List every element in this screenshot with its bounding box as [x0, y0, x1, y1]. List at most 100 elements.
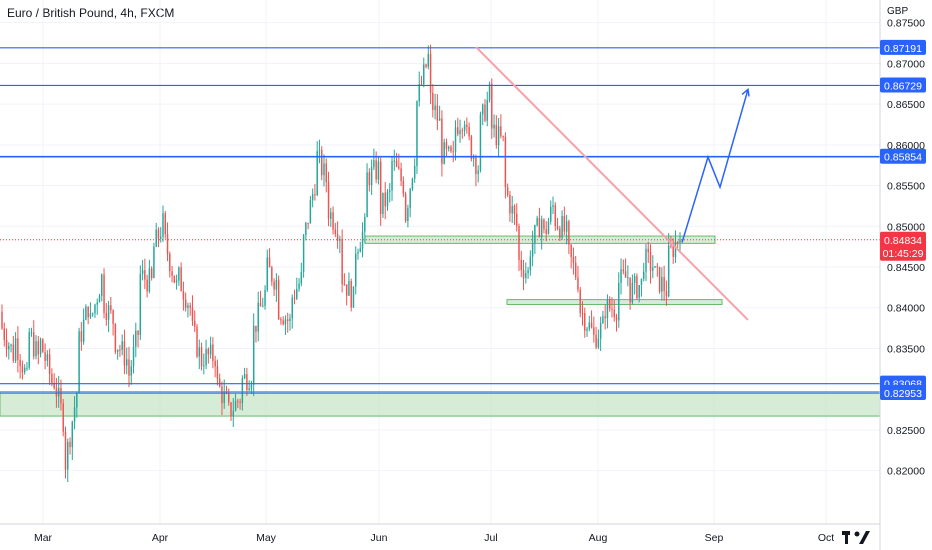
candle-body [652, 267, 654, 271]
candle-body [85, 306, 87, 320]
candle-body [300, 271, 303, 284]
level-price-tag-bg [880, 39, 926, 55]
candle-body [599, 323, 602, 339]
candle-body [341, 238, 343, 285]
candle-body [277, 280, 280, 319]
candle-body [112, 310, 114, 325]
level-price-tag-label: 0.86729 [884, 80, 922, 92]
candle-body [545, 229, 547, 235]
level-price-tag[interactable]: 0.87191 [880, 39, 926, 55]
candle-body [23, 367, 26, 373]
candle-body [423, 64, 425, 84]
candle-body [466, 124, 468, 127]
candle-body [139, 273, 142, 335]
candle-body [348, 280, 350, 296]
candle-body [411, 178, 414, 190]
candle-body [590, 322, 593, 328]
candle-body [228, 393, 230, 403]
level-price-tag[interactable]: 0.85854 [880, 148, 926, 164]
level-price-tag[interactable]: 0.86729 [880, 77, 926, 93]
candle-body [82, 319, 85, 342]
price-axis-tick-label: 0.87000 [887, 58, 925, 70]
candle-body [391, 161, 393, 191]
candle-body [241, 378, 244, 403]
price-axis-tick-label: 0.84000 [887, 303, 925, 315]
candle-body [395, 160, 398, 167]
candle-body [350, 280, 352, 308]
candle-body [259, 302, 262, 307]
candle-body [3, 328, 6, 340]
candle-body [28, 332, 30, 368]
candle-body [330, 212, 332, 219]
candle-body [638, 285, 640, 298]
candle-body [493, 124, 495, 129]
candle-body [316, 151, 318, 196]
candle-body [579, 289, 581, 313]
candle-body [243, 374, 246, 379]
candle-body [386, 191, 389, 207]
candle-body [633, 276, 636, 283]
level-price-tag[interactable]: 0.82953 [880, 385, 926, 401]
candle-body [565, 221, 568, 232]
candle-body [636, 276, 638, 298]
candle-body [432, 92, 434, 110]
candle-body [289, 318, 291, 322]
candle-body [184, 299, 187, 308]
candle-body [642, 271, 645, 279]
candle-body [327, 182, 330, 219]
candle-body [443, 142, 445, 164]
candle-body [631, 282, 634, 303]
candle-body [402, 181, 405, 194]
candle-body [611, 308, 613, 310]
candle-body [563, 216, 566, 232]
candle-body [30, 332, 33, 334]
candle-body [559, 228, 561, 238]
time-axis-tick-label: Oct [818, 532, 834, 544]
candlestick-series [1, 44, 681, 483]
candle-body [141, 270, 144, 274]
candle-body [60, 387, 62, 404]
candle-body [128, 359, 130, 376]
candle-body [484, 104, 486, 121]
support-zone[interactable] [0, 391, 881, 417]
candle-body [144, 270, 146, 280]
candle-body [584, 313, 586, 331]
projection-path[interactable] [681, 89, 749, 243]
tradingview-logo-slash [859, 531, 870, 544]
price-axis-tick-label: 0.84500 [887, 262, 925, 274]
candle-body [506, 187, 509, 195]
candle-body [91, 313, 94, 315]
candle-body [284, 319, 287, 325]
candle-body [12, 344, 15, 361]
candle-body [500, 126, 502, 136]
candle-body [588, 322, 591, 329]
candle-body [271, 267, 273, 282]
candle-body [164, 213, 167, 235]
candle-body [522, 270, 525, 279]
candle-body [593, 327, 595, 335]
candle-body [622, 269, 625, 272]
candle-body [670, 245, 672, 247]
candle-body [157, 229, 160, 239]
candle-body [672, 245, 674, 257]
candle-body [309, 200, 312, 224]
price-axis-tick-label: 0.83500 [887, 343, 925, 355]
candle-body [481, 104, 484, 115]
candle-body [305, 222, 307, 236]
candle-body [187, 305, 189, 308]
candle-body [268, 257, 271, 268]
candle-body [475, 157, 477, 174]
candle-body [121, 341, 123, 350]
trendline[interactable] [475, 46, 749, 321]
candle-body [248, 388, 250, 390]
candle-body [87, 306, 89, 318]
candle-body [618, 282, 620, 321]
candle-body [255, 325, 257, 332]
support-zones [0, 235, 881, 417]
level-price-tag-bg [880, 385, 926, 401]
candle-body [515, 213, 518, 227]
candle-body [470, 136, 473, 160]
